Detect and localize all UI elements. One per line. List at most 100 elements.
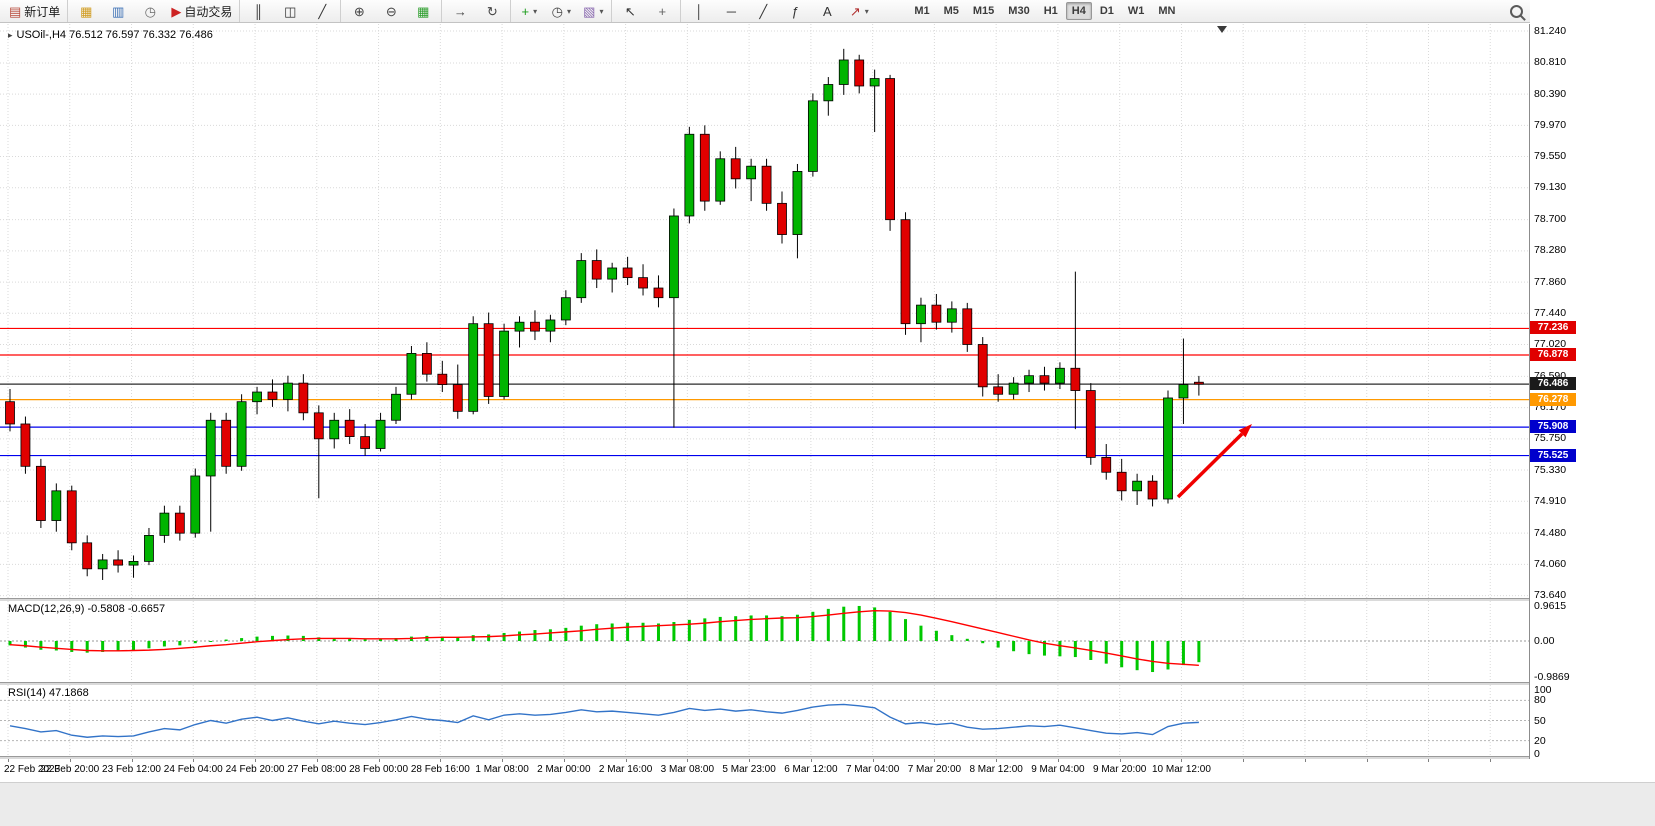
- time-tick: [69, 759, 71, 762]
- time-tick: [255, 759, 257, 762]
- timeframe-mn-button[interactable]: MN: [1158, 5, 1176, 17]
- crosshair-button[interactable]: +: [647, 1, 677, 22]
- tile-windows-button[interactable]: ▦: [408, 1, 438, 22]
- one-click-trading-icon[interactable]: ▸: [8, 29, 13, 40]
- text-button[interactable]: A: [812, 1, 842, 22]
- chart-window-icon: ▦: [80, 3, 93, 19]
- trendline-icon: ╱: [759, 3, 768, 19]
- time-tick: [625, 759, 627, 762]
- panel-separator-macd[interactable]: [0, 598, 1655, 601]
- zoom-out-button[interactable]: ⊖: [376, 1, 406, 22]
- cursor-button[interactable]: ↖: [615, 1, 645, 22]
- time-axis-label: 6 Mar 12:00: [784, 764, 838, 775]
- clock-icon: ◷: [144, 3, 156, 19]
- time-tick: [131, 759, 133, 762]
- auto-scroll-icon: ↻: [486, 3, 498, 19]
- chevron-down-icon: ▾: [566, 6, 571, 16]
- timeframe-m5-button[interactable]: M5: [943, 5, 959, 17]
- indicators-button[interactable]: + ▾: [514, 1, 544, 22]
- time-axis-label: 7 Mar 04:00: [845, 764, 900, 775]
- candlestick-chart-button[interactable]: ◫: [275, 1, 305, 22]
- trendline-button[interactable]: ╱: [748, 1, 778, 22]
- red-hline-lower-tag: 76.878: [1530, 348, 1576, 362]
- panel-separator-rsi[interactable]: [0, 682, 1655, 685]
- rsi-axis-label: 20: [1534, 734, 1546, 747]
- panel-separator-timeaxis: [0, 756, 1655, 759]
- arrow-annotation-head[interactable]: [1238, 424, 1252, 438]
- time-tick: [563, 759, 565, 762]
- zoom-in-icon: ⊕: [353, 3, 365, 19]
- rsi-axis-label: 50: [1534, 714, 1546, 727]
- tile-windows-icon: ▦: [417, 3, 430, 19]
- price-chart[interactable]: [0, 24, 1529, 598]
- shift-right-icon: →: [453, 3, 467, 19]
- time-tick: [1428, 759, 1430, 762]
- price-axis-label: 78.280: [1534, 244, 1567, 257]
- toolbar-group: ↖ +: [611, 0, 680, 22]
- price-axis-label: 75.750: [1534, 432, 1567, 445]
- horizontal-line-button[interactable]: ─: [716, 1, 746, 22]
- price-axis[interactable]: 81.240 80.810 80.390 79.970 79.550 79.130 78.7…: [1530, 0, 1655, 782]
- timeframe-h4-button[interactable]: H4: [1065, 2, 1092, 20]
- auto-trading-button[interactable]: ▶ 自动交易: [167, 1, 236, 22]
- charts-button[interactable]: ▦: [71, 1, 101, 22]
- time-axis-label: 5 Mar 23:00: [722, 764, 776, 775]
- time-axis-label: 7 Mar 20:00: [907, 764, 962, 775]
- rsi-panel[interactable]: [0, 685, 1529, 756]
- chart-shift-marker[interactable]: [1217, 26, 1227, 33]
- price-axis-border: [1529, 24, 1530, 759]
- time-axis-label: 22 Feb 20:00: [40, 764, 100, 775]
- time-axis-label: 28 Feb 00:00: [349, 764, 409, 775]
- chevron-down-icon: ▾: [864, 6, 869, 16]
- fibonacci-button[interactable]: ƒ: [780, 1, 810, 22]
- new-order-button[interactable]: ▤ 新订单: [5, 1, 64, 22]
- rsi-label: RSI(14) 47.1868: [8, 687, 89, 699]
- time-axis-label: 27 Feb 08:00: [287, 764, 347, 775]
- bar-chart-button[interactable]: ║: [243, 1, 273, 22]
- orange-hline-tag: 76.278: [1530, 392, 1576, 406]
- arrow-annotation[interactable]: [1176, 432, 1244, 499]
- arrows-button[interactable]: ↗ ▾: [844, 1, 874, 22]
- text-icon: A: [822, 3, 832, 19]
- templates-button[interactable]: ▧ ▾: [578, 1, 608, 22]
- shift-chart-button[interactable]: →: [445, 1, 475, 22]
- blue-hline-upper-tag: 75.908: [1530, 420, 1576, 434]
- time-axis-label: 2 Mar 16:00: [598, 764, 653, 775]
- macd-axis-label: 0.9615: [1534, 600, 1567, 612]
- time-axis-label: 23 Feb 12:00: [102, 764, 161, 775]
- search-icon[interactable]: [1510, 5, 1523, 18]
- line-chart-icon: ╱: [318, 3, 327, 19]
- timeframe-m30-button[interactable]: M30: [1008, 5, 1030, 17]
- time-axis-label: 10 Mar 12:00: [1151, 764, 1211, 775]
- vertical-line-button[interactable]: │: [684, 1, 714, 22]
- timeframe-d1-button[interactable]: D1: [1099, 5, 1114, 17]
- plus-icon: +: [521, 3, 530, 19]
- time-axis[interactable]: 22 Feb 2023 22 Feb 20:00 23 Feb 12:00 24 Fe…: [0, 759, 1655, 782]
- auto-scroll-button[interactable]: ↻: [477, 1, 507, 22]
- price-axis-label: 74.910: [1534, 494, 1567, 507]
- bid-price-line-tag: 76.486: [1530, 377, 1576, 391]
- timeframe-m1-button[interactable]: M1: [914, 5, 930, 17]
- profiles-button[interactable]: ▥: [103, 1, 133, 22]
- time-tick: [996, 759, 998, 762]
- time-axis-label: 2 Mar 00:00: [537, 764, 591, 775]
- candles-layer: [5, 48, 1204, 580]
- macd-panel[interactable]: [0, 601, 1529, 682]
- timeframe-group: M1 M5 M15 M30 H1 H4 D1 W1 MN: [905, 0, 1184, 22]
- time-axis-label: 1 Mar 08:00: [475, 764, 529, 775]
- zoom-in-button[interactable]: ⊕: [344, 1, 374, 22]
- time-tick: [1243, 759, 1245, 762]
- new-order-button-label: 新订单: [24, 4, 61, 19]
- timeframe-w1-button[interactable]: W1: [1127, 5, 1145, 17]
- price-axis-label: 80.390: [1534, 87, 1567, 100]
- timeframe-h1-button[interactable]: H1: [1043, 5, 1058, 17]
- cursor-icon: ↖: [624, 3, 636, 19]
- toolbar-group: + ▾ ◷ ▾ ▧ ▾: [510, 0, 611, 22]
- price-axis-label: 78.700: [1534, 213, 1567, 226]
- periods-button[interactable]: ◷ ▾: [546, 1, 576, 22]
- time-tick: [1181, 759, 1183, 762]
- data-window-button[interactable]: ◷: [135, 1, 165, 22]
- timeframe-m15-button[interactable]: M15: [972, 5, 995, 17]
- line-chart-button[interactable]: ╱: [307, 1, 337, 22]
